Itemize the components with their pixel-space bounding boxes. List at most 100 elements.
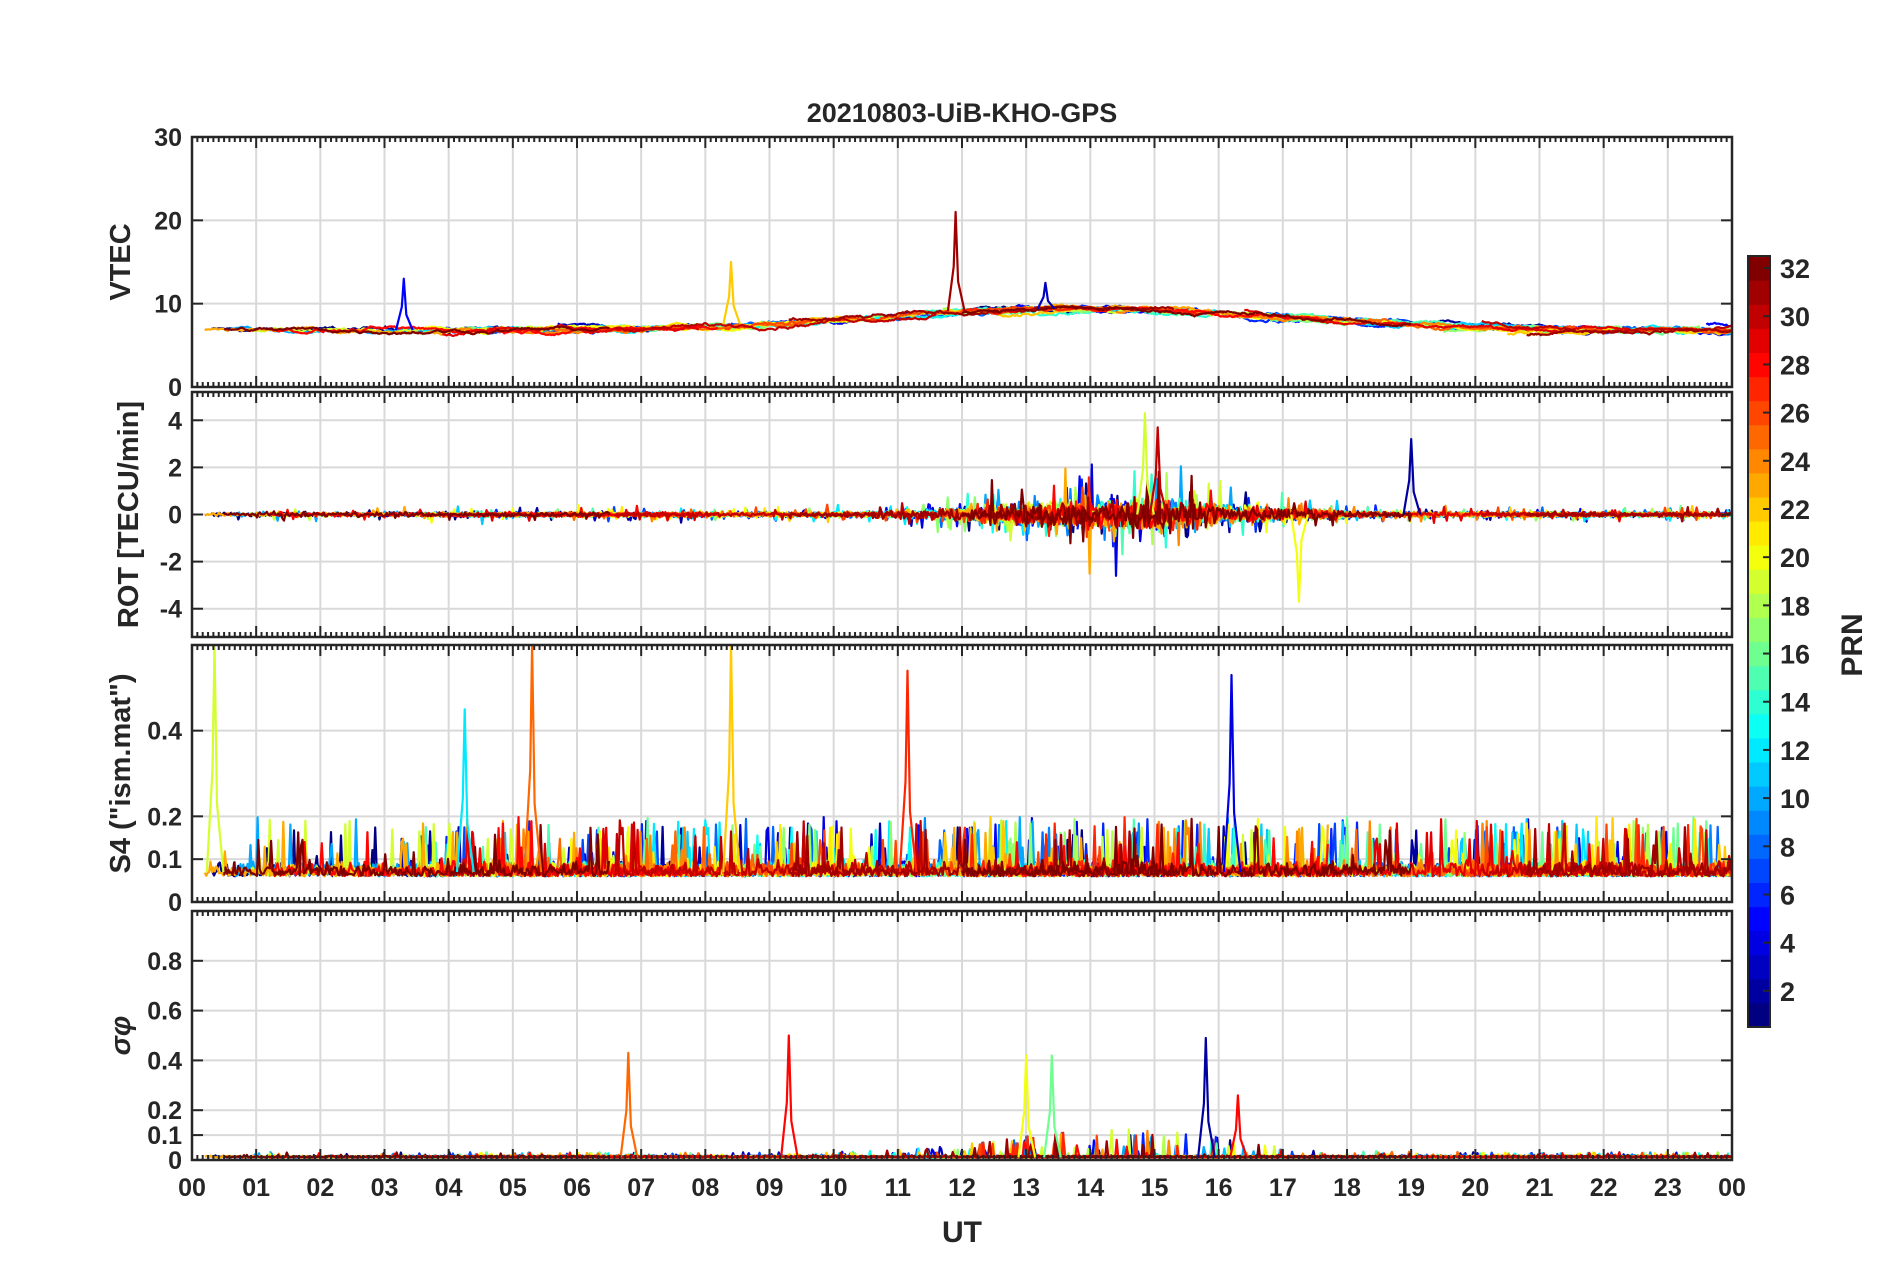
colorbar-swatch	[1748, 376, 1770, 402]
x-tick-labels: 00 01 02 03 04 05 06 07 08 09 10 11 12 13 14 15 16 17 18 19…	[178, 1174, 1746, 1202]
series-prn-31	[1526, 328, 1732, 337]
y-tick-label: -2	[160, 549, 182, 577]
colorbar-swatch	[1748, 858, 1770, 884]
x-tick-label: 03	[371, 1174, 399, 1202]
y-tick-label: 0.8	[147, 948, 182, 976]
series-prn-31	[788, 305, 1175, 322]
colorbar-swatch	[1748, 328, 1770, 353]
colorbar-tick-label: 6	[1780, 880, 1795, 910]
colorbar-swatch	[1748, 472, 1770, 498]
colorbar-swatch	[1748, 1002, 1770, 1028]
spike-prn-5	[394, 277, 414, 331]
colorbar-swatch	[1748, 256, 1770, 281]
colorbar-swatch	[1748, 400, 1770, 426]
series-group	[204, 210, 1732, 337]
x-tick-label: 16	[1205, 1174, 1233, 1202]
colorbar-tick-label: 16	[1780, 640, 1810, 670]
x-tick-label: 00	[1718, 1174, 1746, 1202]
y-tick-label: 0.2	[147, 1097, 182, 1125]
colorbar-swatch	[1748, 424, 1770, 450]
series-prn-32	[961, 305, 1412, 328]
spike-prn-3	[1036, 281, 1056, 310]
y-tick-label: 10	[154, 291, 182, 319]
colorbar-tick-label: 22	[1780, 495, 1810, 525]
spike-prn-20	[1290, 514, 1309, 603]
panel-vtec: 0 10 20 30 VTEC	[105, 124, 1734, 402]
colorbar-label: PRN	[1836, 613, 1869, 676]
colorbar-swatch	[1748, 761, 1770, 787]
colorbar-tick-label: 26	[1780, 399, 1810, 429]
y-axis-label: S4 ("ism.mat")	[105, 674, 137, 874]
x-tick-label: 00	[178, 1174, 206, 1202]
colorbar-swatch	[1748, 521, 1770, 546]
series-prn-31	[1526, 506, 1732, 523]
series-prn-31	[1525, 826, 1732, 878]
colorbar-swatch	[1748, 689, 1770, 715]
x-tick-label: 15	[1141, 1174, 1169, 1202]
x-tick-label: 18	[1333, 1174, 1361, 1202]
y-tick-label: 0	[168, 889, 182, 917]
series-prn-32	[223, 325, 610, 336]
x-tick-label: 19	[1397, 1174, 1425, 1202]
colorbar-swatch	[1748, 786, 1770, 811]
spike-prn-12	[455, 708, 475, 873]
series-group	[204, 1034, 1732, 1159]
colorbar-tick-label: 28	[1780, 350, 1810, 380]
x-axis-label: UT	[942, 1216, 982, 1249]
colorbar-tick-label: 12	[1780, 736, 1810, 766]
colorbar-swatch	[1748, 280, 1770, 305]
y-tick-label: 0.1	[147, 846, 182, 874]
series-group	[203, 645, 1732, 878]
y-axis-label: σφ	[105, 1016, 137, 1056]
x-tick-label: 17	[1269, 1174, 1297, 1202]
x-tick-label: 21	[1526, 1174, 1554, 1202]
colorbar-tick-label: 14	[1780, 688, 1810, 718]
y-tick-label: 0.6	[147, 998, 182, 1026]
panel-rot: -4 -2 0 2 4 ROT [TECU/min]	[113, 390, 1734, 639]
colorbar-swatch	[1748, 496, 1770, 522]
grid	[192, 911, 1732, 1160]
colorbar-swatch	[1748, 545, 1770, 570]
spike-prn-25	[523, 645, 543, 873]
colorbar-swatch	[1748, 593, 1770, 619]
colorbar-tick-label: 2	[1780, 977, 1795, 1007]
series-group	[204, 412, 1732, 603]
colorbar-tick-label: 30	[1780, 302, 1810, 332]
x-ticks	[191, 911, 1733, 1160]
colorbar-tick-label: 24	[1780, 447, 1810, 477]
colorbar-swatch	[1748, 304, 1770, 329]
series-prn-32	[223, 510, 611, 522]
spike-prn-19	[1136, 412, 1155, 515]
spike-prn-22	[722, 260, 742, 325]
x-tick-label: 01	[242, 1174, 270, 1202]
x-tick-label: 14	[1076, 1174, 1104, 1202]
colorbar-swatch	[1748, 617, 1770, 643]
colorbar-tick-label: 8	[1780, 832, 1795, 862]
y-axis-label: ROT [TECU/min]	[113, 401, 145, 628]
x-tick-label: 07	[627, 1174, 655, 1202]
chart-title: 20210803-UiB-KHO-GPS	[807, 98, 1118, 128]
colorbar-tick-label: 32	[1780, 254, 1810, 284]
spike-prn-30	[1148, 426, 1168, 515]
series-prn-29	[1243, 818, 1631, 878]
series-prn-5	[1705, 321, 1732, 328]
colorbar-tick-label: 18	[1780, 591, 1810, 621]
colorbar-tick-label: 4	[1780, 929, 1795, 959]
x-tick-label: 20	[1461, 1174, 1489, 1202]
y-tick-label: 0	[168, 1147, 182, 1175]
colorbar-swatch	[1748, 569, 1770, 594]
panel-s4: 0 0.1 0.2 0.4 S4 ("ism.mat")	[105, 643, 1734, 917]
x-tick-label: 13	[1012, 1174, 1040, 1202]
x-tick-label: 02	[306, 1174, 334, 1202]
x-tick-label: 06	[563, 1174, 591, 1202]
spike-prn-31	[946, 210, 966, 312]
colorbar-swatch	[1748, 810, 1770, 835]
x-ticks	[191, 645, 1733, 902]
panel-sigma_phi: 00.10.2 0.4 0.6 0.8 σφ	[105, 909, 1734, 1175]
series-prn-30	[615, 313, 937, 333]
x-tick-label: 22	[1590, 1174, 1618, 1202]
y-tick-label: 0	[168, 374, 182, 402]
colorbar-swatch	[1748, 737, 1770, 763]
spike-prn-28	[1229, 1094, 1248, 1158]
